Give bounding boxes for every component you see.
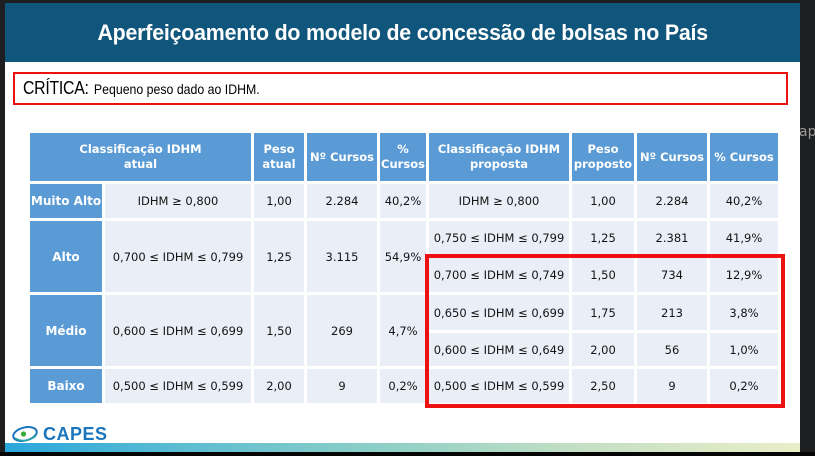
row-label-muito-alto: Muito Alto <box>30 184 102 218</box>
col-header-peso-proposto: Peso proposto <box>572 133 634 181</box>
atual-peso-cell: 1,50 <box>254 295 304 366</box>
proposta-pct-cell: 3,8% <box>710 295 778 330</box>
proposta-range-cell: 0,750 ≤ IDHM ≤ 0,799 <box>429 221 569 254</box>
proposta-cursos-cell: 2.381 <box>637 221 707 254</box>
proposta-pct-cell: 41,9% <box>710 221 778 254</box>
atual-pct-cell: 54,9% <box>380 221 426 292</box>
presentation-slide: Aperfeiçoamento do modelo de concessão d… <box>5 3 800 452</box>
row-label-medio: Médio <box>30 295 102 366</box>
col-header-peso-atual: Peso atual <box>254 133 304 181</box>
proposta-cursos-cell: 9 <box>637 369 707 403</box>
critique-text: Pequeno peso dado ao IDHM. <box>93 81 260 97</box>
proposta-cursos-cell: 56 <box>637 333 707 366</box>
atual-peso-cell: 1,00 <box>254 184 304 218</box>
atual-cursos-cell: 2.284 <box>307 184 377 218</box>
atual-pct-cell: 4,7% <box>380 295 426 366</box>
proposta-range-cell: 0,650 ≤ IDHM ≤ 0,699 <box>429 295 569 330</box>
proposta-cursos-cell: 734 <box>637 257 707 292</box>
atual-cursos-cell: 269 <box>307 295 377 366</box>
proposta-peso-cell: 2,00 <box>572 333 634 366</box>
idhm-comparison-table: Classificação IDHM atual Peso atual Nº C… <box>27 130 781 406</box>
row-label-alto: Alto <box>30 221 102 292</box>
background-clipped-text: ap <box>799 124 815 140</box>
proposta-pct-cell: 1,0% <box>710 333 778 366</box>
proposta-range-cell: IDHM ≥ 0,800 <box>429 184 569 218</box>
proposta-range-cell: 0,700 ≤ IDHM ≤ 0,749 <box>429 257 569 292</box>
col-header-class-atual: Classificação IDHM atual <box>30 133 251 181</box>
table-row-alto-2: 0,700 ≤ IDHM ≤ 0,749 1,50 734 12,9% <box>30 257 778 292</box>
proposta-peso-cell: 1,00 <box>572 184 634 218</box>
atual-range-cell: 0,500 ≤ IDHM ≤ 0,599 <box>105 369 251 403</box>
capes-logo: CAPES <box>11 423 108 445</box>
table-row-baixo: Baixo 0,500 ≤ IDHM ≤ 0,599 2,00 9 0,2% 0… <box>30 369 778 403</box>
footer-gradient-bar <box>5 443 800 452</box>
proposta-cursos-cell: 213 <box>637 295 707 330</box>
proposta-pct-cell: 12,9% <box>710 257 778 292</box>
col-header-num-cursos-atual: Nº Cursos <box>307 133 377 181</box>
table-header-row: Classificação IDHM atual Peso atual Nº C… <box>30 133 778 181</box>
proposta-pct-cell: 40,2% <box>710 184 778 218</box>
proposta-range-cell: 0,600 ≤ IDHM ≤ 0,649 <box>429 333 569 366</box>
capes-orbit-icon <box>11 423 41 445</box>
col-header-num-cursos-proposta: Nº Cursos <box>637 133 707 181</box>
slide-title-banner: Aperfeiçoamento do modelo de concessão d… <box>5 3 800 62</box>
atual-peso-cell: 2,00 <box>254 369 304 403</box>
atual-range-cell: IDHM ≥ 0,800 <box>105 184 251 218</box>
atual-range-cell: 0,600 ≤ IDHM ≤ 0,699 <box>105 295 251 366</box>
critique-callout-box: CRÍTICA: Pequeno peso dado ao IDHM. <box>13 72 788 105</box>
proposta-peso-cell: 1,50 <box>572 257 634 292</box>
proposta-pct-cell: 0,2% <box>710 369 778 403</box>
atual-cursos-cell: 9 <box>307 369 377 403</box>
col-header-class-proposta: Classificação IDHM proposta <box>429 133 569 181</box>
table-row-medio-1: Médio 0,600 ≤ IDHM ≤ 0,699 1,50 269 4,7%… <box>30 295 778 366</box>
col-header-pct-cursos-proposta: % Cursos <box>710 133 778 181</box>
critique-label: CRÍTICA: <box>23 78 89 98</box>
table-row-medio-2: 0,600 ≤ IDHM ≤ 0,649 2,00 56 1,0% <box>30 333 778 366</box>
row-label-baixo: Baixo <box>30 369 102 403</box>
atual-range-cell: 0,700 ≤ IDHM ≤ 0,799 <box>105 221 251 292</box>
col-header-pct-cursos-atual: % Cursos <box>380 133 426 181</box>
slide-title: Aperfeiçoamento do modelo de concessão d… <box>97 19 708 45</box>
proposta-peso-cell: 2,50 <box>572 369 634 403</box>
atual-pct-cell: 0,2% <box>380 369 426 403</box>
atual-cursos-cell: 3.115 <box>307 221 377 292</box>
atual-peso-cell: 1,25 <box>254 221 304 292</box>
proposta-peso-cell: 1,75 <box>572 295 634 330</box>
table-row-alto-1: Alto 0,700 ≤ IDHM ≤ 0,799 1,25 3.115 54,… <box>30 221 778 292</box>
proposta-range-cell: 0,500 ≤ IDHM ≤ 0,599 <box>429 369 569 403</box>
capes-logo-text: CAPES <box>43 423 108 444</box>
background-bottom-strip <box>0 452 815 456</box>
proposta-peso-cell: 1,25 <box>572 221 634 254</box>
atual-pct-cell: 40,2% <box>380 184 426 218</box>
proposta-cursos-cell: 2.284 <box>637 184 707 218</box>
table-row-muito-alto: Muito Alto IDHM ≥ 0,800 1,00 2.284 40,2%… <box>30 184 778 218</box>
